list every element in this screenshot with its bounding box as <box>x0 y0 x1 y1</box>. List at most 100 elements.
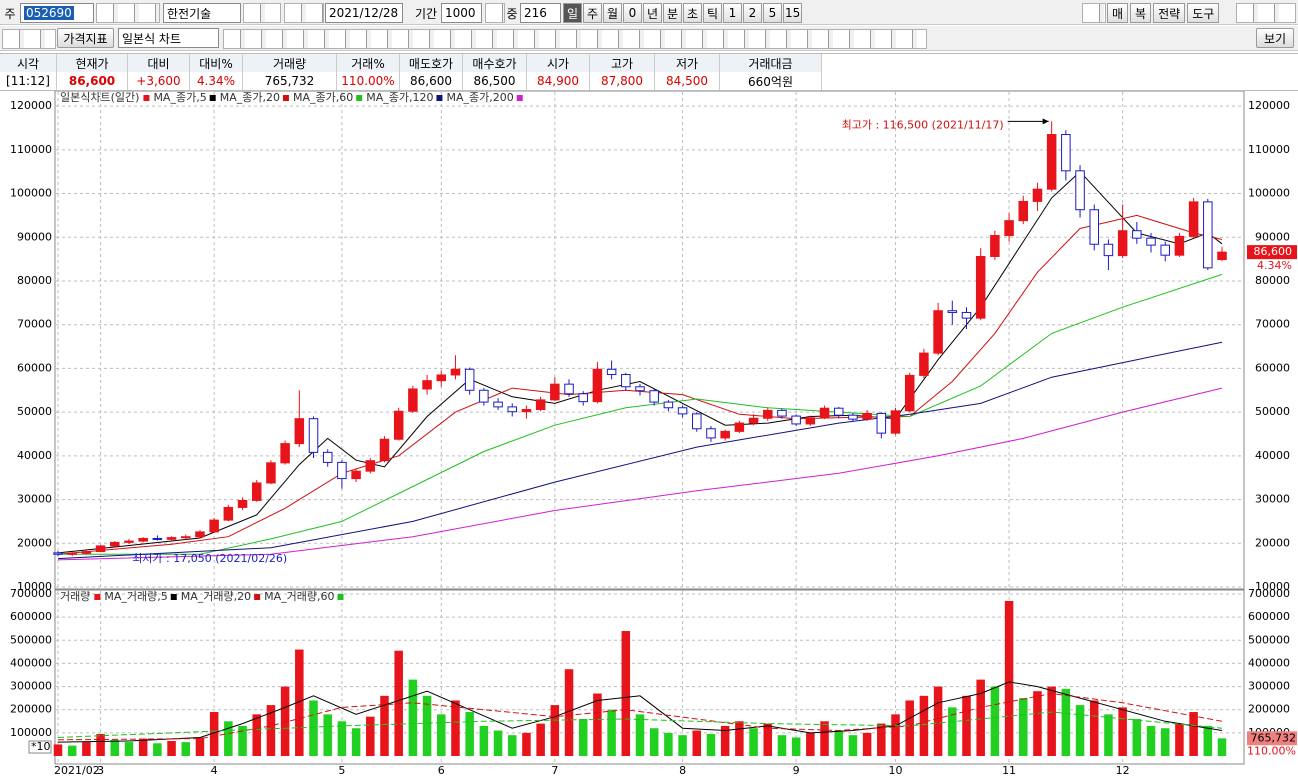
timeframe-button[interactable]: 5 <box>763 3 782 23</box>
y-tick-label: 300000 <box>1248 680 1290 693</box>
volume-bar <box>124 742 134 756</box>
x-tick-label: 9 <box>793 764 800 776</box>
quote-header: 거래량 <box>243 54 337 72</box>
y-tick-label: 600000 <box>10 610 52 623</box>
quote-header: 현재가 <box>57 54 128 72</box>
legend-entry: MA_종가,20 <box>220 91 280 104</box>
candle-body <box>124 540 134 543</box>
quote-value: [11:12] <box>0 72 57 90</box>
candle-body <box>507 406 518 413</box>
volume-bar <box>933 686 943 756</box>
y-tick-label: 20000 <box>1255 536 1290 549</box>
name-tools[interactable] <box>243 3 281 23</box>
y-tick-label: 700000 <box>1248 587 1290 600</box>
count-input[interactable]: 216 <box>520 3 561 23</box>
timeframe-button[interactable]: 년 <box>643 3 662 23</box>
y-tick-label: 600000 <box>1248 610 1290 623</box>
toolbar-button[interactable]: 전략 <box>1153 3 1186 23</box>
toolbar-button[interactable]: 도구 <box>1187 3 1220 23</box>
y-tick-label: 100000 <box>10 187 52 200</box>
volume-bar <box>593 693 602 756</box>
candle-body <box>1217 251 1227 261</box>
timeframe-button[interactable]: 분 <box>663 3 682 23</box>
code-input[interactable]: 052690 <box>20 3 94 23</box>
volume-bar <box>309 700 318 756</box>
period-input[interactable]: 1000 <box>441 3 482 23</box>
candle-body <box>734 422 745 432</box>
volume-bar <box>607 709 616 756</box>
volume-bar <box>1104 714 1113 756</box>
quote-header: 시각 <box>0 54 57 72</box>
timeframe-button[interactable]: 월 <box>603 3 622 23</box>
candle-body <box>351 470 361 480</box>
legend-entry: MA_거래량,5 <box>104 590 167 603</box>
toolbar-button[interactable]: 복 <box>1130 3 1152 23</box>
candle-body <box>848 414 858 420</box>
volume-bar <box>1075 705 1085 756</box>
volume-bar <box>337 721 347 756</box>
candle-body <box>961 311 972 319</box>
candle-body <box>621 374 631 388</box>
volume-bar <box>181 742 191 756</box>
y-tick-label: 500000 <box>10 633 52 646</box>
legend-entry: MA_거래량,60 <box>264 590 334 603</box>
indicator-button[interactable]: 가격지표 <box>57 28 114 48</box>
timeframe-button[interactable]: 2 <box>743 3 762 23</box>
moving-average-line <box>58 273 1223 555</box>
volume-bar <box>1089 700 1099 756</box>
volume-bar <box>848 735 858 756</box>
candle-body <box>706 428 716 439</box>
left-tools[interactable] <box>2 29 56 49</box>
change-tag-label: 4.34% <box>1257 259 1292 272</box>
price-tag-label: 86,600 <box>1254 245 1293 258</box>
volume-bar <box>422 695 432 756</box>
quote-value: 86,600 <box>400 72 463 90</box>
x-tick-label: 4 <box>211 764 218 776</box>
toolbar-button[interactable]: 매 <box>1107 3 1129 23</box>
candle-body <box>990 235 1000 258</box>
candle-body <box>592 368 603 403</box>
volume-bar <box>820 721 829 756</box>
volume-bar <box>366 716 375 756</box>
chart-style-select[interactable]: 일본식 차트 <box>118 28 219 48</box>
name-input[interactable]: 한전기술 <box>163 3 241 23</box>
y-tick-label: 300000 <box>10 680 52 693</box>
volume-bar <box>1004 600 1014 756</box>
timeframe-button[interactable]: 틱 <box>703 3 722 23</box>
timeframe-button[interactable]: 주 <box>583 3 602 23</box>
volume-bar <box>82 742 91 756</box>
cloud-button[interactable] <box>1082 3 1106 23</box>
candle-body <box>337 461 347 480</box>
timeframe-button[interactable]: 0 <box>623 3 642 23</box>
candle-body <box>947 310 958 313</box>
volume-bar <box>1047 686 1056 756</box>
moving-average-line <box>57 214 1223 555</box>
timeframe-button[interactable]: 초 <box>683 3 702 23</box>
y-tick-label: 500000 <box>1248 633 1290 646</box>
candle-body <box>1174 235 1185 256</box>
moving-average-line <box>57 387 1223 561</box>
legend-swatch <box>143 95 150 101</box>
volume-bar <box>110 739 120 756</box>
drawing-tools[interactable] <box>223 29 927 49</box>
legend-swatch <box>516 95 523 101</box>
view-button[interactable]: 보기 <box>1256 28 1294 48</box>
nav-buttons[interactable] <box>284 3 324 23</box>
timeframe-button[interactable]: 15 <box>783 3 803 23</box>
timeframe-button[interactable]: 일 <box>563 3 582 23</box>
timeframe-button[interactable]: 1 <box>723 3 742 23</box>
y-tick-label: 60000 <box>1255 361 1290 374</box>
period-spin[interactable] <box>485 3 505 23</box>
date-input[interactable]: 2021/12/28 <box>325 3 403 23</box>
candle-body <box>322 451 333 463</box>
candle-body <box>933 310 943 354</box>
file-tools[interactable] <box>1236 3 1296 23</box>
candle-body <box>904 374 915 412</box>
x-tick-label: 2021/02 <box>54 764 100 776</box>
code-tools[interactable] <box>96 3 160 23</box>
y-tick-label: 50000 <box>1255 405 1290 418</box>
toolbar-top: 주 052690 한전기술 2021/12/28 기간 1000 중 216 일… <box>0 0 1298 25</box>
quote-header: 대비% <box>190 54 243 72</box>
candle-body <box>1075 170 1085 211</box>
